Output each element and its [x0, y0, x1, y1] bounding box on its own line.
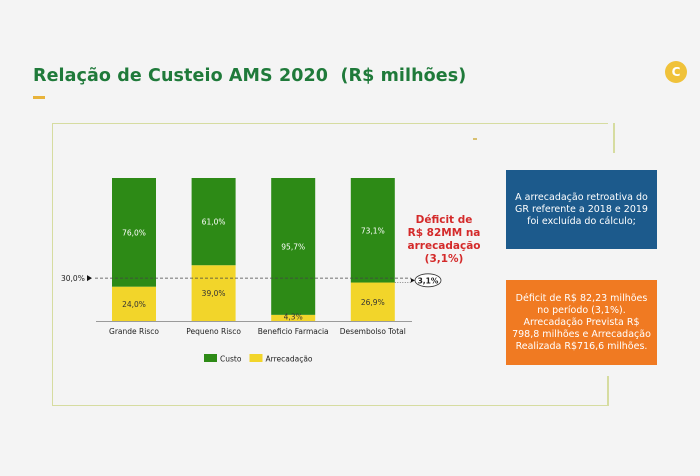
gap-callout-ellipse	[414, 273, 442, 288]
bar-arrecadacao	[191, 265, 236, 321]
reference-arrow-icon	[87, 275, 92, 282]
decorative-tick	[473, 138, 477, 140]
deficit-annotation-line: R$ 82MM na	[407, 227, 481, 239]
data-label-arrecadacao: 24,0%	[122, 300, 146, 309]
data-label-arrecadacao: 26,9%	[361, 298, 385, 307]
reference-line-label: 30,0%	[61, 274, 85, 283]
section-badge: C	[665, 61, 687, 83]
chart-frame-right-edge	[613, 123, 615, 153]
legend-label: Arrecadação	[266, 355, 313, 364]
data-label-custo: 73,1%	[361, 226, 385, 235]
bar-custo	[271, 178, 316, 315]
deficit-annotation-line: (3,1%)	[424, 253, 464, 265]
x-tick-labels: Grande Risco Pequeno Risco Beneficio Farma…	[109, 327, 406, 336]
x-tick-label: Beneficio Farmacia	[258, 327, 329, 336]
chart-frame	[52, 123, 608, 406]
info-box-retroactive: A arrecadação retroativa do GR referente…	[506, 170, 657, 249]
page-title: Relação de Custeio AMS 2020 (R$ milhões)	[33, 66, 467, 86]
title-underline-accent	[33, 96, 45, 99]
bar-custo	[191, 178, 236, 266]
deficit-annotation-line: arrecadação	[407, 240, 481, 252]
reference-line-group: 30,0% 3,1%	[61, 273, 442, 288]
data-label-custo: 76,0%	[122, 228, 146, 237]
data-label-custo: 95,7%	[281, 242, 305, 251]
deficit-annotation: Déficit de R$ 82MM na arrecadação (3,1%)	[404, 214, 484, 266]
x-tick-label: Grande Risco	[109, 327, 159, 336]
info-box-deficit-text: Déficit de R$ 82,23 milhões no período (…	[512, 292, 651, 352]
bar-arrecadacao	[112, 286, 156, 321]
info-box-retroactive-text: A arrecadação retroativa do GR referente…	[515, 191, 648, 227]
legend-swatch	[249, 354, 263, 362]
data-label-arrecadacao: 39,0%	[202, 289, 226, 298]
data-label-custo: 61,0%	[202, 218, 226, 227]
data-label-arrecadacao: 4,3%	[284, 313, 303, 322]
bar-custo	[350, 178, 395, 283]
deficit-annotation-line: Déficit de	[415, 214, 473, 226]
legend: Custo Arrecadação	[204, 354, 313, 364]
gap-callout-label: 3,1%	[418, 276, 439, 285]
bars-group: 76,0% 24,0% 61,0% 39,0% 95,7% 4,3% 73,1% 26,9%	[112, 178, 395, 322]
x-tick-label: Desembolso Total	[340, 327, 406, 336]
x-tick-label: Pequeno Risco	[186, 327, 241, 336]
legend-label: Custo	[220, 355, 242, 364]
legend-swatch	[204, 354, 217, 362]
bar-arrecadacao	[350, 282, 395, 321]
chart-frame-right-edge-bottom	[607, 376, 609, 406]
bar-arrecadacao	[271, 314, 316, 321]
gap-arrow-icon	[411, 278, 415, 283]
info-box-deficit: Déficit de R$ 82,23 milhões no período (…	[506, 280, 657, 365]
bar-custo	[112, 178, 156, 287]
